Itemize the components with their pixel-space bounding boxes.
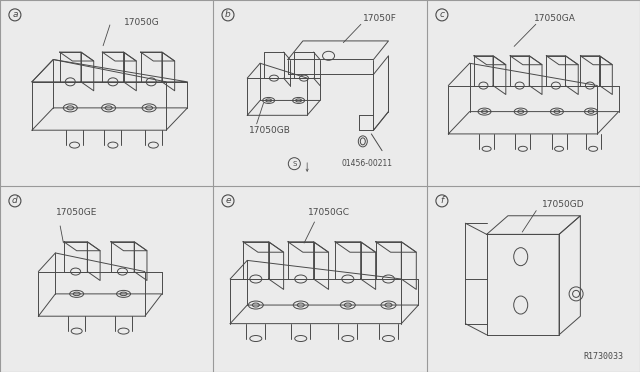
Text: a: a bbox=[12, 10, 18, 19]
Text: d: d bbox=[12, 196, 18, 205]
Text: 17050GA: 17050GA bbox=[534, 14, 576, 23]
Text: S: S bbox=[292, 161, 296, 167]
Text: 17050GB: 17050GB bbox=[250, 126, 291, 135]
Circle shape bbox=[222, 195, 234, 207]
Text: e: e bbox=[225, 196, 231, 205]
Text: 17050GC: 17050GC bbox=[308, 208, 349, 217]
Text: b: b bbox=[225, 10, 231, 19]
Text: 01456-00211: 01456-00211 bbox=[341, 159, 392, 168]
Text: 17050GD: 17050GD bbox=[542, 200, 584, 209]
Text: c: c bbox=[440, 10, 444, 19]
Circle shape bbox=[436, 195, 448, 207]
Circle shape bbox=[222, 9, 234, 21]
Text: R1730033: R1730033 bbox=[583, 352, 623, 361]
Text: 17050F: 17050F bbox=[363, 14, 397, 23]
Circle shape bbox=[9, 9, 21, 21]
Text: 17050GE: 17050GE bbox=[56, 208, 97, 217]
Circle shape bbox=[9, 195, 21, 207]
Text: f: f bbox=[440, 196, 444, 205]
Text: 17050G: 17050G bbox=[124, 18, 159, 27]
Circle shape bbox=[436, 9, 448, 21]
